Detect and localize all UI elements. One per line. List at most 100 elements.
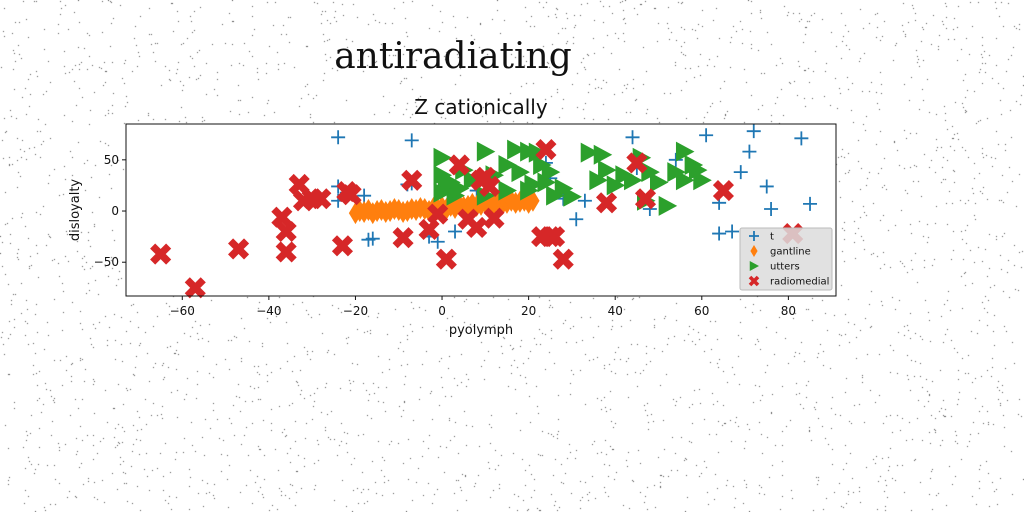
x-tick-label: 40 bbox=[608, 304, 623, 318]
x-axis-label: pyolymph bbox=[449, 323, 513, 338]
point-radiomedial-26 bbox=[535, 139, 557, 161]
y-axis-label: disloyalty bbox=[68, 179, 83, 242]
point-utters-34 bbox=[675, 141, 695, 162]
point-t-26 bbox=[725, 224, 740, 239]
y-tick-label: −50 bbox=[94, 255, 119, 269]
point-utters-39 bbox=[520, 180, 539, 201]
point-utters-32 bbox=[658, 195, 678, 216]
point-utters-31 bbox=[650, 172, 669, 193]
x-tick-label: 80 bbox=[781, 304, 796, 318]
point-radiomedial-12 bbox=[331, 235, 354, 257]
point-t-23 bbox=[699, 128, 714, 143]
point-radiomedial-29 bbox=[552, 248, 574, 270]
point-radiomedial-4 bbox=[275, 220, 297, 243]
legend-label-utters: utters bbox=[770, 262, 800, 273]
x-tick-label: −40 bbox=[256, 304, 281, 318]
point-utters-27 bbox=[624, 170, 643, 191]
legend-label-radiomedial: radiomedial bbox=[770, 277, 829, 288]
legend: t gantline utters radiomedial bbox=[739, 227, 833, 291]
legend-marker-t bbox=[749, 231, 759, 241]
point-t-30 bbox=[759, 179, 774, 194]
point-utters-3 bbox=[433, 182, 453, 203]
point-utters-21 bbox=[580, 142, 600, 163]
point-radiomedial-31 bbox=[626, 152, 648, 174]
point-utters-10 bbox=[507, 139, 526, 160]
point-radiomedial-3 bbox=[271, 206, 293, 228]
point-radiomedial-28 bbox=[544, 226, 566, 248]
point-radiomedial-13 bbox=[392, 227, 414, 249]
chart-marks bbox=[150, 124, 818, 299]
point-radiomedial-32 bbox=[634, 188, 657, 210]
point-t-27 bbox=[733, 165, 748, 180]
x-tick-label: −60 bbox=[170, 304, 195, 318]
legend-marker-gantline bbox=[750, 245, 758, 257]
legend-box bbox=[739, 227, 833, 291]
point-t-28 bbox=[742, 144, 757, 159]
plot-frame bbox=[125, 123, 837, 297]
point-t-31 bbox=[764, 201, 779, 216]
point-t-19 bbox=[625, 130, 640, 145]
point-utters-40 bbox=[498, 180, 517, 201]
point-radiomedial-15 bbox=[418, 218, 440, 240]
legend-marker-utters bbox=[749, 261, 759, 271]
point-radiomedial-23 bbox=[479, 175, 501, 197]
point-utters-22 bbox=[589, 170, 608, 191]
point-radiomedial-5 bbox=[275, 241, 297, 263]
x-tick-label: 0 bbox=[438, 304, 446, 318]
point-radiomedial-30 bbox=[596, 192, 618, 214]
point-utters-11 bbox=[511, 162, 530, 183]
point-t-0 bbox=[331, 130, 346, 145]
legend-label-gantline: gantline bbox=[770, 247, 811, 258]
point-utters-38 bbox=[693, 170, 712, 191]
point-radiomedial-18 bbox=[448, 154, 470, 176]
point-radiomedial-11 bbox=[340, 184, 362, 206]
x-axis: −60 −40 −20 0 20 40 60 80 bbox=[170, 296, 796, 318]
point-utters-35 bbox=[675, 170, 695, 191]
point-t-12 bbox=[448, 224, 463, 239]
point-t-22 bbox=[668, 152, 683, 167]
x-tick-label: 20 bbox=[521, 304, 536, 318]
y-tick-label: 50 bbox=[104, 153, 119, 167]
point-utters-24 bbox=[598, 160, 617, 181]
point-radiomedial-16 bbox=[427, 203, 449, 225]
point-t-5 bbox=[357, 188, 372, 203]
point-utters-6 bbox=[463, 170, 483, 191]
point-t-24 bbox=[712, 226, 727, 241]
chart-title: Z cationically bbox=[414, 95, 548, 119]
point-utters-0 bbox=[433, 147, 453, 168]
point-utters-17 bbox=[541, 162, 561, 183]
legend-label-t: t bbox=[770, 232, 774, 243]
point-radiomedial-20 bbox=[466, 216, 488, 238]
point-t-7 bbox=[365, 231, 380, 246]
point-t-17 bbox=[569, 212, 584, 227]
point-t-33 bbox=[803, 196, 818, 211]
point-radiomedial-2 bbox=[228, 238, 250, 260]
point-utters-7 bbox=[476, 141, 496, 162]
x-tick-label: −20 bbox=[343, 304, 368, 318]
point-radiomedial-33 bbox=[712, 180, 734, 202]
point-radiomedial-14 bbox=[401, 169, 423, 191]
point-radiomedial-6 bbox=[288, 173, 310, 195]
y-axis: −50 0 50 bbox=[94, 153, 126, 269]
point-radiomedial-0 bbox=[150, 243, 172, 265]
point-utters-43 bbox=[450, 178, 470, 199]
point-radiomedial-9 bbox=[310, 188, 332, 210]
point-t-32 bbox=[794, 131, 809, 146]
x-tick-label: 60 bbox=[694, 304, 709, 318]
point-t-11 bbox=[430, 234, 445, 249]
point-radiomedial-1 bbox=[184, 277, 206, 299]
point-t-29 bbox=[746, 124, 761, 139]
point-t-18 bbox=[577, 193, 592, 208]
point-utters-20 bbox=[563, 186, 582, 207]
point-radiomedial-24 bbox=[483, 207, 505, 229]
y-tick-label: 0 bbox=[111, 204, 119, 218]
point-gantline-41 bbox=[526, 189, 540, 212]
page-title: antiradiating bbox=[334, 36, 572, 77]
point-utters-25 bbox=[606, 175, 626, 196]
point-utters-9 bbox=[498, 154, 517, 175]
point-radiomedial-17 bbox=[435, 248, 457, 270]
point-t-1 bbox=[404, 133, 419, 148]
legend-marker-radiomedial bbox=[748, 275, 760, 287]
